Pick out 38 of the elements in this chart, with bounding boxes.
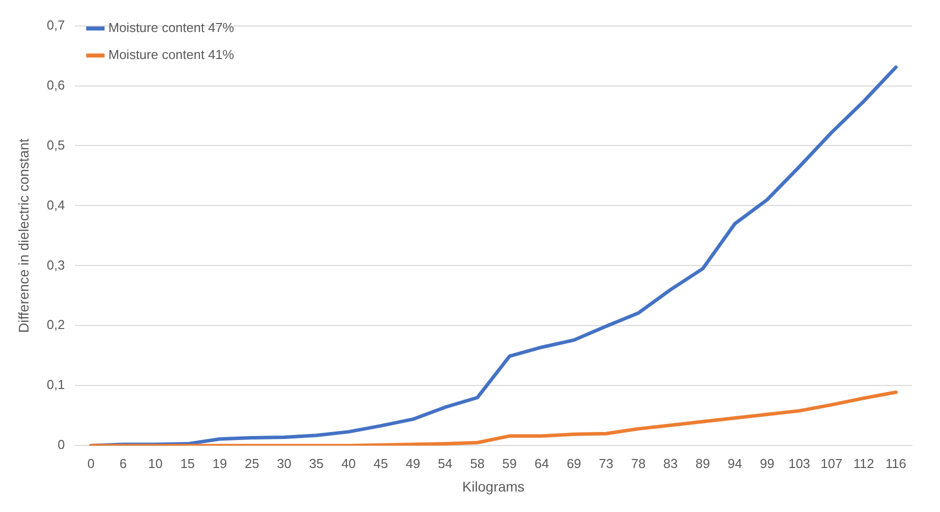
legend-label: Moisture content 41% xyxy=(108,47,235,62)
x-tick-label: 94 xyxy=(728,456,742,471)
y-axis-title: Difference in dielectric constant xyxy=(15,138,32,333)
x-tick-label: 69 xyxy=(566,456,582,471)
x-tick-label: 45 xyxy=(374,456,388,471)
x-tick-label: 19 xyxy=(212,456,227,471)
x-tick-label: 35 xyxy=(309,456,324,471)
x-tick-label: 103 xyxy=(788,456,810,471)
x-tick-label: 64 xyxy=(534,456,549,471)
x-tick-label: 40 xyxy=(341,456,356,471)
x-tick-label: 30 xyxy=(276,456,292,471)
x-axis-title: Kilograms xyxy=(462,478,525,494)
x-tick-label: 58 xyxy=(470,456,485,471)
x-tick-label: 73 xyxy=(598,456,614,471)
x-tick-label: 116 xyxy=(886,456,906,471)
x-tick-label: 99 xyxy=(760,456,774,471)
y-tick-label: 0,7 xyxy=(46,17,65,32)
y-tick-label: 0,1 xyxy=(46,377,65,392)
y-tick-label: 0,3 xyxy=(46,257,65,272)
x-tick-label: 6 xyxy=(120,456,127,471)
x-tick-label: 49 xyxy=(406,456,420,471)
y-tick-label: 0,5 xyxy=(46,137,65,152)
y-tick-label: 0,6 xyxy=(46,77,65,92)
x-tick-label: 0 xyxy=(87,456,95,471)
x-tick-label: 15 xyxy=(180,456,195,471)
y-tick-label: 0,2 xyxy=(46,317,65,332)
x-tick-label: 83 xyxy=(663,456,678,471)
x-tick-label: 25 xyxy=(244,456,260,471)
x-tick-label: 89 xyxy=(695,456,710,471)
x-tick-label: 78 xyxy=(631,456,646,471)
legend-label: Moisture content 47% xyxy=(108,20,235,36)
x-tick-label: 112 xyxy=(853,456,874,471)
x-tick-label: 107 xyxy=(820,456,842,471)
y-tick-label: 0,4 xyxy=(46,197,65,212)
y-tick-label: 0 xyxy=(58,437,65,452)
x-tick-label: 59 xyxy=(502,456,517,471)
x-tick-label: 10 xyxy=(148,456,163,471)
x-tick-label: 54 xyxy=(438,456,452,471)
